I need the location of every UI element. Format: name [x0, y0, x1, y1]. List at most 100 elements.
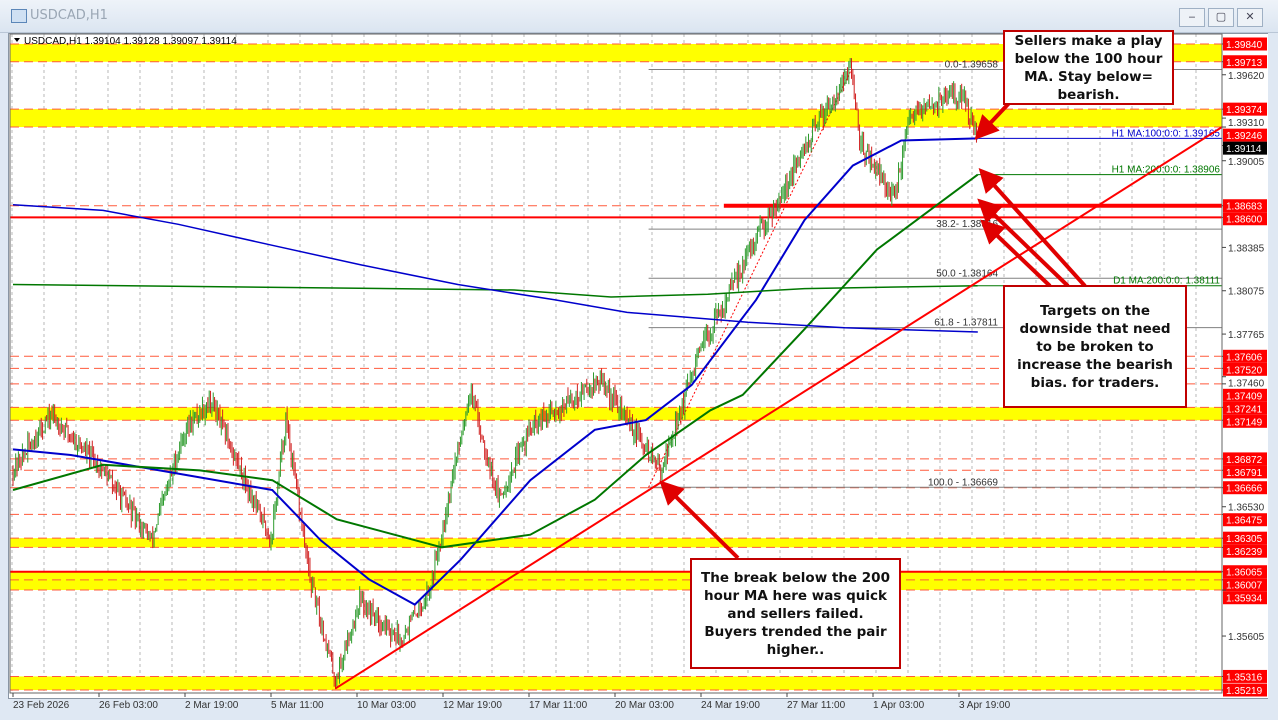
level-price-tag	[1223, 199, 1267, 213]
level-price-label: 1.36872	[1226, 455, 1263, 466]
ma-label: H1 MA:200:0:0: 1.38906	[1112, 165, 1221, 176]
level-price-tag	[1223, 128, 1267, 142]
level-price-label: 1.35316	[1226, 672, 1263, 683]
level-price-tag	[1223, 362, 1267, 376]
annotation-text: The break below the 200 hour MA here was…	[701, 569, 890, 658]
level-price-tag	[1223, 401, 1267, 415]
ma-label: H1 MA:100:0:0: 1.39165	[1112, 128, 1221, 139]
level-price-label: 1.38600	[1226, 215, 1263, 226]
level-price-label: 1.36007	[1226, 581, 1263, 592]
maximize-button[interactable]: ▢	[1208, 8, 1234, 27]
chart-window-icon	[11, 9, 27, 23]
level-price-tag	[1223, 212, 1267, 226]
plot-frame	[9, 33, 1223, 694]
price-tick-label: 1.39620	[1228, 71, 1265, 82]
fib-label: 100.0 - 1.36669	[928, 477, 998, 488]
annotation-targets: Targets on the downside that need to be …	[1003, 285, 1187, 408]
annotation-arrow-icon	[659, 480, 740, 560]
time-tick-label: 27 Mar 11:00	[787, 700, 846, 711]
price-tick-label: 1.37765	[1228, 330, 1265, 341]
level-price-label: 1.37409	[1226, 391, 1263, 402]
level-price-tag	[1223, 349, 1267, 363]
time-tick-label: 24 Mar 19:00	[701, 700, 760, 711]
support-resistance-zone	[10, 109, 1222, 128]
level-price-tag	[1223, 452, 1267, 466]
level-price-tag	[1223, 465, 1267, 479]
time-tick-label: 23 Feb 2026	[13, 700, 70, 711]
last-price-tag	[1223, 141, 1267, 155]
time-tick-label: 10 Mar 03:00	[357, 700, 416, 711]
level-price-label: 1.37606	[1226, 352, 1263, 363]
level-price-label: 1.36065	[1226, 568, 1263, 579]
moving-average-line	[12, 173, 979, 549]
level-price-tag	[1223, 565, 1267, 579]
level-price-tag	[1223, 414, 1267, 428]
last-price-label: 1.39114	[1226, 144, 1262, 155]
annotation-text: Targets on the downside that need to be …	[1017, 302, 1173, 391]
level-price-tag	[1223, 669, 1267, 683]
level-price-label: 1.36475	[1226, 516, 1263, 527]
side-scroll-area[interactable]	[1268, 33, 1278, 720]
close-button[interactable]: ✕	[1237, 8, 1263, 27]
level-price-tag	[1223, 388, 1267, 402]
level-price-label: 1.37241	[1226, 404, 1263, 415]
level-price-label: 1.39374	[1226, 105, 1263, 116]
price-tick-label: 1.38075	[1228, 287, 1265, 298]
level-price-label: 1.36791	[1226, 468, 1263, 479]
fib-label: 38.2- 1.38516	[936, 219, 998, 230]
window-title: USDCAD,H1	[30, 8, 108, 23]
support-resistance-zone	[10, 44, 1222, 62]
price-tick-label: 1.36530	[1228, 503, 1265, 514]
level-price-tag	[1223, 55, 1267, 69]
annotation-200ma-break: The break below the 200 hour MA here was…	[690, 558, 901, 669]
level-price-label: 1.38683	[1226, 202, 1263, 213]
fib-label: 0.0-1.39658	[945, 59, 999, 70]
level-price-label: 1.39713	[1226, 58, 1263, 69]
support-resistance-zone	[10, 538, 1222, 548]
level-price-tag	[1223, 683, 1267, 697]
level-price-tag	[1223, 513, 1267, 527]
time-tick-label: 5 Mar 11:00	[271, 700, 324, 711]
price-tick-label: 1.39005	[1228, 157, 1265, 168]
level-price-label: 1.36239	[1226, 547, 1263, 558]
price-tick-label: 1.39310	[1228, 118, 1265, 129]
annotation-arrow-icon	[974, 98, 1014, 140]
level-price-tag	[1223, 102, 1267, 116]
support-resistance-zone	[10, 571, 1222, 591]
annotation-text: Sellers make a play below the 100 hour M…	[1014, 32, 1163, 103]
moving-average-line	[12, 137, 978, 606]
time-tick-label: 2 Mar 19:00	[185, 700, 239, 711]
level-price-tag	[1223, 544, 1267, 558]
time-tick-label: 17 Mar 11:00	[529, 700, 588, 711]
time-tick-label: 20 Mar 03:00	[615, 700, 674, 711]
minimize-button[interactable]: ‒	[1179, 8, 1205, 27]
level-price-tag	[1223, 37, 1267, 51]
level-price-tag	[1223, 578, 1267, 592]
time-tick-label: 12 Mar 19:00	[443, 700, 502, 711]
annotation-arrow-icon	[977, 198, 1070, 288]
moving-average-line	[12, 283, 978, 298]
time-tick-label: 3 Apr 19:00	[959, 700, 1011, 711]
price-tick-label: 1.37460	[1228, 378, 1265, 389]
trendline	[334, 126, 1223, 690]
level-price-label: 1.37149	[1226, 417, 1263, 428]
annotation-arrow-icon	[980, 219, 1052, 288]
level-price-label: 1.39246	[1226, 131, 1263, 142]
level-price-label: 1.36666	[1226, 484, 1263, 495]
level-price-label: 1.36305	[1226, 534, 1263, 545]
chart-header: USDCAD,H1 1.39104 1.39128 1.39097 1.3911…	[24, 36, 237, 47]
level-price-label: 1.35219	[1226, 686, 1263, 697]
time-tick-label: 1 Apr 03:00	[873, 700, 925, 711]
time-tick-label: 26 Feb 03:00	[99, 700, 158, 711]
level-price-tag	[1223, 481, 1267, 495]
level-price-label: 1.39840	[1226, 40, 1263, 51]
price-tick-label: 1.38385	[1228, 243, 1265, 254]
level-price-tag	[1223, 591, 1267, 605]
window-titlebar: USDCAD,H1 ‒ ▢ ✕	[0, 0, 1278, 33]
support-resistance-zone	[10, 407, 1222, 421]
annotation-arrow-icon	[978, 168, 1087, 288]
ma-label: D1 MA:200:0:0: 1.38111	[1113, 276, 1220, 287]
moving-average-line	[12, 204, 978, 333]
level-price-tag	[1223, 531, 1267, 545]
